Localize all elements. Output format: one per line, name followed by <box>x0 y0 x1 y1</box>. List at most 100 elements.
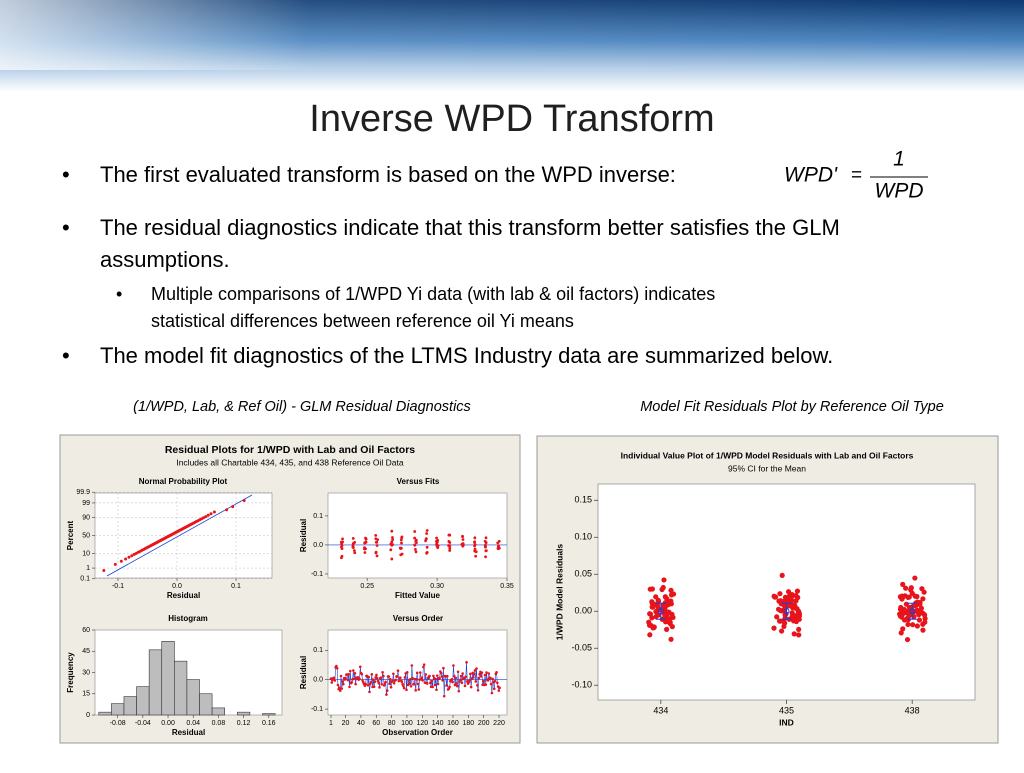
y-tick-label: 60 <box>82 627 90 634</box>
residual-point <box>375 554 379 558</box>
residual-point <box>424 539 427 543</box>
residual-point <box>209 512 213 516</box>
residual-point <box>375 676 379 680</box>
y-tick-label: 99 <box>82 500 90 507</box>
residual-point <box>433 683 437 687</box>
residual-point <box>352 669 355 672</box>
residual-point <box>436 546 440 550</box>
residual-point <box>474 680 478 683</box>
residual-point <box>339 674 343 678</box>
y-tick-label: 0.0 <box>313 677 323 684</box>
x-tick-label: 220 <box>493 720 505 727</box>
residual-point <box>422 663 426 666</box>
residual-point <box>389 542 393 546</box>
header-splash <box>0 0 1024 70</box>
residual-point <box>457 689 461 693</box>
y-tick-label: 0.1 <box>313 513 323 520</box>
residual-point <box>413 547 417 551</box>
residual-point <box>361 679 364 682</box>
residual-point <box>473 536 477 540</box>
residual-point <box>422 665 425 669</box>
y-tick-label: -0.05 <box>571 643 592 653</box>
plot-title: Histogram <box>168 614 208 623</box>
residual-point <box>344 676 347 680</box>
residual-point <box>415 677 418 681</box>
x-tick-label: -0.08 <box>110 720 126 727</box>
residual-point <box>653 594 659 600</box>
residual-point <box>668 587 674 593</box>
x-tick-label: 20 <box>342 720 350 727</box>
y-tick-label: -0.1 <box>311 706 323 713</box>
residual-point <box>431 685 434 689</box>
residual-point <box>434 540 438 543</box>
fit-line <box>106 494 253 577</box>
residual-point <box>373 680 377 684</box>
residual-point <box>459 678 462 682</box>
bullet-text: The model fit diagnostics of the LTMS In… <box>100 343 833 368</box>
residual-point <box>399 547 403 550</box>
residual-point <box>898 630 904 636</box>
residual-point <box>430 679 434 683</box>
residual-point <box>777 591 783 597</box>
x-tick-label: 180 <box>462 720 474 727</box>
residual-point <box>788 593 795 600</box>
residual-point <box>390 529 394 533</box>
residual-point <box>485 671 488 674</box>
residual-point <box>352 549 356 552</box>
histogram-bar <box>111 703 125 716</box>
residual-point <box>340 544 344 547</box>
residual-point <box>381 670 384 674</box>
residual-point <box>335 664 338 668</box>
residual-point <box>442 694 446 698</box>
residual-point <box>461 538 465 541</box>
residual-point <box>448 546 452 550</box>
residual-point <box>440 675 444 678</box>
residual-point <box>448 533 451 537</box>
bullets: • The first evaluated transform is based… <box>62 148 928 368</box>
residual-point <box>364 536 367 540</box>
residual-point <box>370 672 374 676</box>
sub-bullet-text: statistical differences between referenc… <box>151 311 574 331</box>
x-tick-label: 120 <box>416 720 428 727</box>
residual-point <box>771 625 777 631</box>
residual-point <box>473 547 477 551</box>
residual-point <box>400 680 404 684</box>
residual-point <box>900 594 906 600</box>
residual-point <box>374 540 378 544</box>
residual-point <box>482 679 485 683</box>
residual-point <box>348 685 351 689</box>
residual-point <box>372 678 375 681</box>
residual-point <box>414 550 418 554</box>
x-tick-label: 200 <box>478 720 490 727</box>
residual-point <box>432 674 435 678</box>
residual-point <box>413 536 417 540</box>
residual-point <box>475 667 478 670</box>
x-tick-label: 438 <box>905 705 920 715</box>
residual-point <box>113 562 117 566</box>
residual-point <box>484 555 487 559</box>
residual-point <box>490 691 494 695</box>
residual-point <box>340 540 343 544</box>
bullet-text: The residual diagnostics indicate that t… <box>100 215 840 240</box>
residual-point <box>497 544 501 548</box>
residual-point <box>405 688 408 692</box>
residual-point <box>493 679 497 683</box>
histogram-bar <box>98 711 112 716</box>
residual-point <box>436 682 440 686</box>
mean-marker <box>783 608 790 615</box>
residual-point <box>445 684 448 687</box>
residual-point <box>414 689 418 692</box>
residual-point <box>382 674 385 678</box>
residual-point <box>789 616 796 622</box>
residual-point <box>369 680 373 684</box>
residual-point <box>461 544 465 548</box>
x-axis-label: IND <box>779 717 794 727</box>
residual-point <box>914 623 920 629</box>
residual-point <box>380 683 384 686</box>
residual-point <box>132 552 136 556</box>
residual-point <box>796 626 802 633</box>
residual-point <box>774 614 780 620</box>
y-tick-label: 1 <box>86 565 90 572</box>
plot-title: Versus Fits <box>397 477 440 486</box>
residual-point <box>489 676 492 680</box>
